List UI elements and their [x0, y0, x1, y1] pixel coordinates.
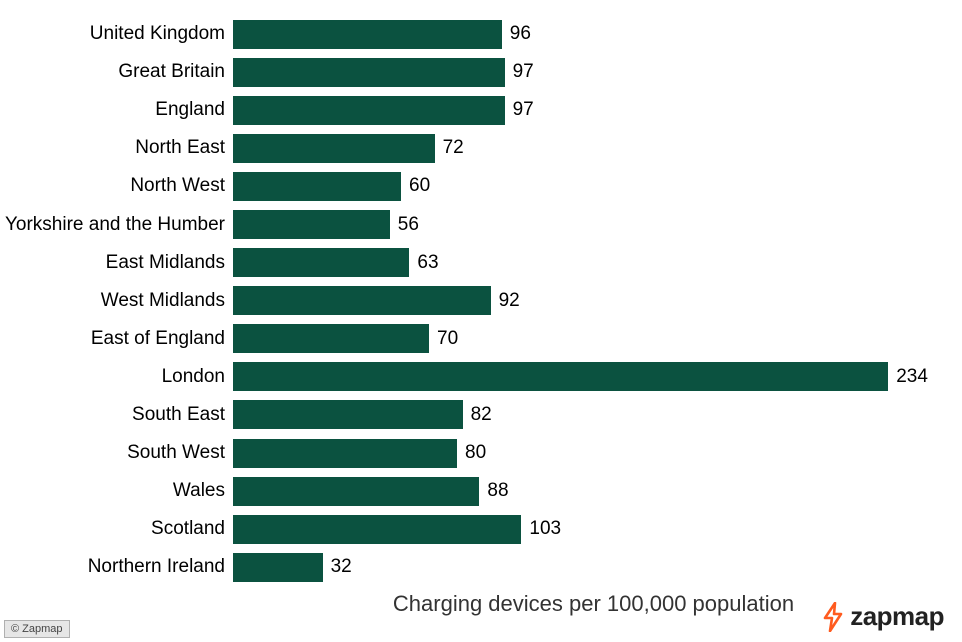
chart-row: Wales 88: [0, 472, 962, 510]
bar: [233, 172, 401, 201]
value-label: 56: [398, 214, 419, 236]
chart-row: England 97: [0, 91, 962, 129]
bar: [233, 362, 888, 391]
value-label: 88: [487, 480, 508, 502]
chart-row: Yorkshire and the Humber 56: [0, 205, 962, 243]
value-label: 82: [471, 404, 492, 426]
value-label: 103: [529, 518, 561, 540]
bolt-icon: [820, 602, 846, 632]
bar: [233, 324, 429, 353]
chart-row: Great Britain 97: [0, 53, 962, 91]
category-label: North West: [0, 175, 233, 197]
brand-text: zapmap: [850, 601, 944, 632]
bar-area: 88: [233, 472, 962, 510]
bar-area: 72: [233, 129, 962, 167]
category-label: Great Britain: [0, 61, 233, 83]
category-label: South East: [0, 404, 233, 426]
category-label: East Midlands: [0, 252, 233, 274]
chart-row: London 234: [0, 358, 962, 396]
category-label: London: [0, 366, 233, 388]
category-label: United Kingdom: [0, 23, 233, 45]
brand-logo: zapmap: [820, 601, 944, 632]
bar-area: 92: [233, 282, 962, 320]
chart-row: South East 82: [0, 396, 962, 434]
value-label: 72: [443, 137, 464, 159]
bar-area: 97: [233, 91, 962, 129]
bar: [233, 58, 505, 87]
bar-area: 32: [233, 548, 962, 586]
category-label: Northern Ireland: [0, 556, 233, 578]
value-label: 92: [499, 290, 520, 312]
value-label: 60: [409, 175, 430, 197]
bar: [233, 286, 491, 315]
bar: [233, 515, 521, 544]
chart-row: East of England 70: [0, 320, 962, 358]
bar: [233, 134, 435, 163]
bar: [233, 20, 502, 49]
chart-row: Scotland 103: [0, 510, 962, 548]
bar-area: 80: [233, 434, 962, 472]
category-label: East of England: [0, 328, 233, 350]
chart-row: West Midlands 92: [0, 282, 962, 320]
value-label: 97: [513, 99, 534, 121]
value-label: 70: [437, 328, 458, 350]
chart-row: North East 72: [0, 129, 962, 167]
bar: [233, 477, 479, 506]
bar: [233, 439, 457, 468]
bar: [233, 248, 409, 277]
bar-area: 63: [233, 244, 962, 282]
bar: [233, 400, 463, 429]
bar: [233, 553, 323, 582]
chart-row: East Midlands 63: [0, 244, 962, 282]
attribution-badge: © Zapmap: [4, 620, 70, 638]
chart-row: United Kingdom 96: [0, 15, 962, 53]
chart-area: United Kingdom 96 Great Britain 97 England 97…: [0, 15, 962, 586]
value-label: 97: [513, 61, 534, 83]
bar-area: 97: [233, 53, 962, 91]
bar-area: 103: [233, 510, 962, 548]
bar: [233, 96, 505, 125]
category-label: Scotland: [0, 518, 233, 540]
value-label: 63: [417, 252, 438, 274]
category-label: England: [0, 99, 233, 121]
bar-area: 60: [233, 167, 962, 205]
bar-area: 96: [233, 15, 962, 53]
bar-area: 82: [233, 396, 962, 434]
value-label: 80: [465, 442, 486, 464]
bar-area: 56: [233, 205, 962, 243]
category-label: Yorkshire and the Humber: [0, 214, 233, 236]
category-label: South West: [0, 442, 233, 464]
category-label: Wales: [0, 480, 233, 502]
value-label: 234: [896, 366, 928, 388]
chart-row: South West 80: [0, 434, 962, 472]
bar-area: 70: [233, 320, 962, 358]
chart-row: North West 60: [0, 167, 962, 205]
category-label: West Midlands: [0, 290, 233, 312]
value-label: 32: [331, 556, 352, 578]
chart-row: Northern Ireland 32: [0, 548, 962, 586]
category-label: North East: [0, 137, 233, 159]
bar-area: 234: [233, 358, 962, 396]
value-label: 96: [510, 23, 531, 45]
bar: [233, 210, 390, 239]
